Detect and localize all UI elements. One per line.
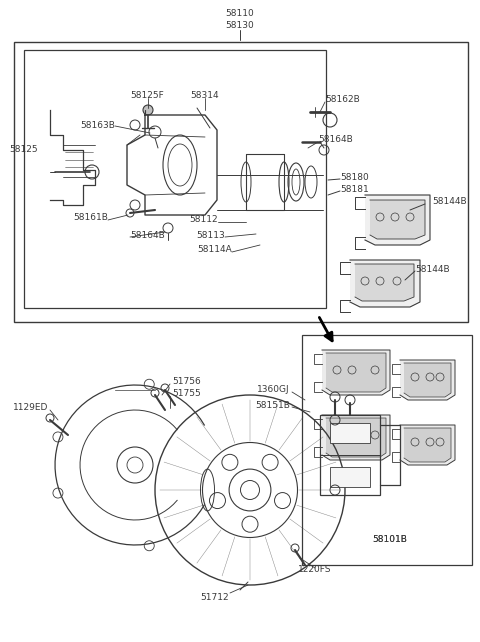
Text: 58130: 58130 — [226, 21, 254, 30]
Bar — [330, 423, 370, 443]
Polygon shape — [400, 425, 455, 465]
Text: 58162B: 58162B — [325, 96, 360, 105]
Text: 58161B: 58161B — [73, 214, 108, 223]
Bar — [24, 50, 326, 308]
Text: 58180: 58180 — [340, 173, 369, 182]
Text: 58314: 58314 — [191, 92, 219, 101]
Text: 58164B: 58164B — [318, 135, 353, 144]
Polygon shape — [322, 415, 390, 460]
Text: 51712: 51712 — [201, 593, 229, 602]
Text: 58125F: 58125F — [130, 92, 164, 101]
Text: 1220FS: 1220FS — [298, 566, 332, 575]
Text: 58181: 58181 — [340, 186, 369, 195]
Polygon shape — [404, 363, 451, 397]
Text: 58125: 58125 — [10, 146, 38, 155]
Polygon shape — [326, 418, 386, 457]
Text: 58101B: 58101B — [372, 535, 408, 544]
Polygon shape — [400, 360, 455, 400]
Text: 58144B: 58144B — [432, 198, 467, 207]
Bar — [14, 42, 468, 322]
Bar — [302, 335, 472, 565]
Bar — [320, 415, 380, 495]
Text: 58114A: 58114A — [197, 245, 232, 254]
Polygon shape — [350, 260, 420, 307]
Text: 58110: 58110 — [226, 10, 254, 19]
Bar — [246, 154, 284, 210]
Polygon shape — [322, 350, 390, 395]
Polygon shape — [355, 264, 414, 301]
Polygon shape — [404, 428, 451, 462]
Polygon shape — [370, 200, 425, 239]
Text: 58112: 58112 — [190, 216, 218, 225]
Text: 1129ED: 1129ED — [12, 404, 48, 413]
Bar — [330, 467, 370, 487]
Text: 58163B: 58163B — [80, 121, 115, 130]
Text: 51755: 51755 — [172, 390, 201, 399]
Text: 58151B: 58151B — [255, 401, 290, 410]
Text: 58113: 58113 — [196, 230, 225, 239]
Polygon shape — [326, 353, 386, 392]
Text: 51756: 51756 — [172, 377, 201, 386]
Polygon shape — [365, 195, 430, 245]
Text: 58144B: 58144B — [415, 266, 450, 275]
Text: 1360GJ: 1360GJ — [257, 385, 290, 394]
Text: 58164B: 58164B — [130, 230, 165, 239]
Text: 58101B: 58101B — [372, 535, 408, 544]
Circle shape — [143, 105, 153, 115]
